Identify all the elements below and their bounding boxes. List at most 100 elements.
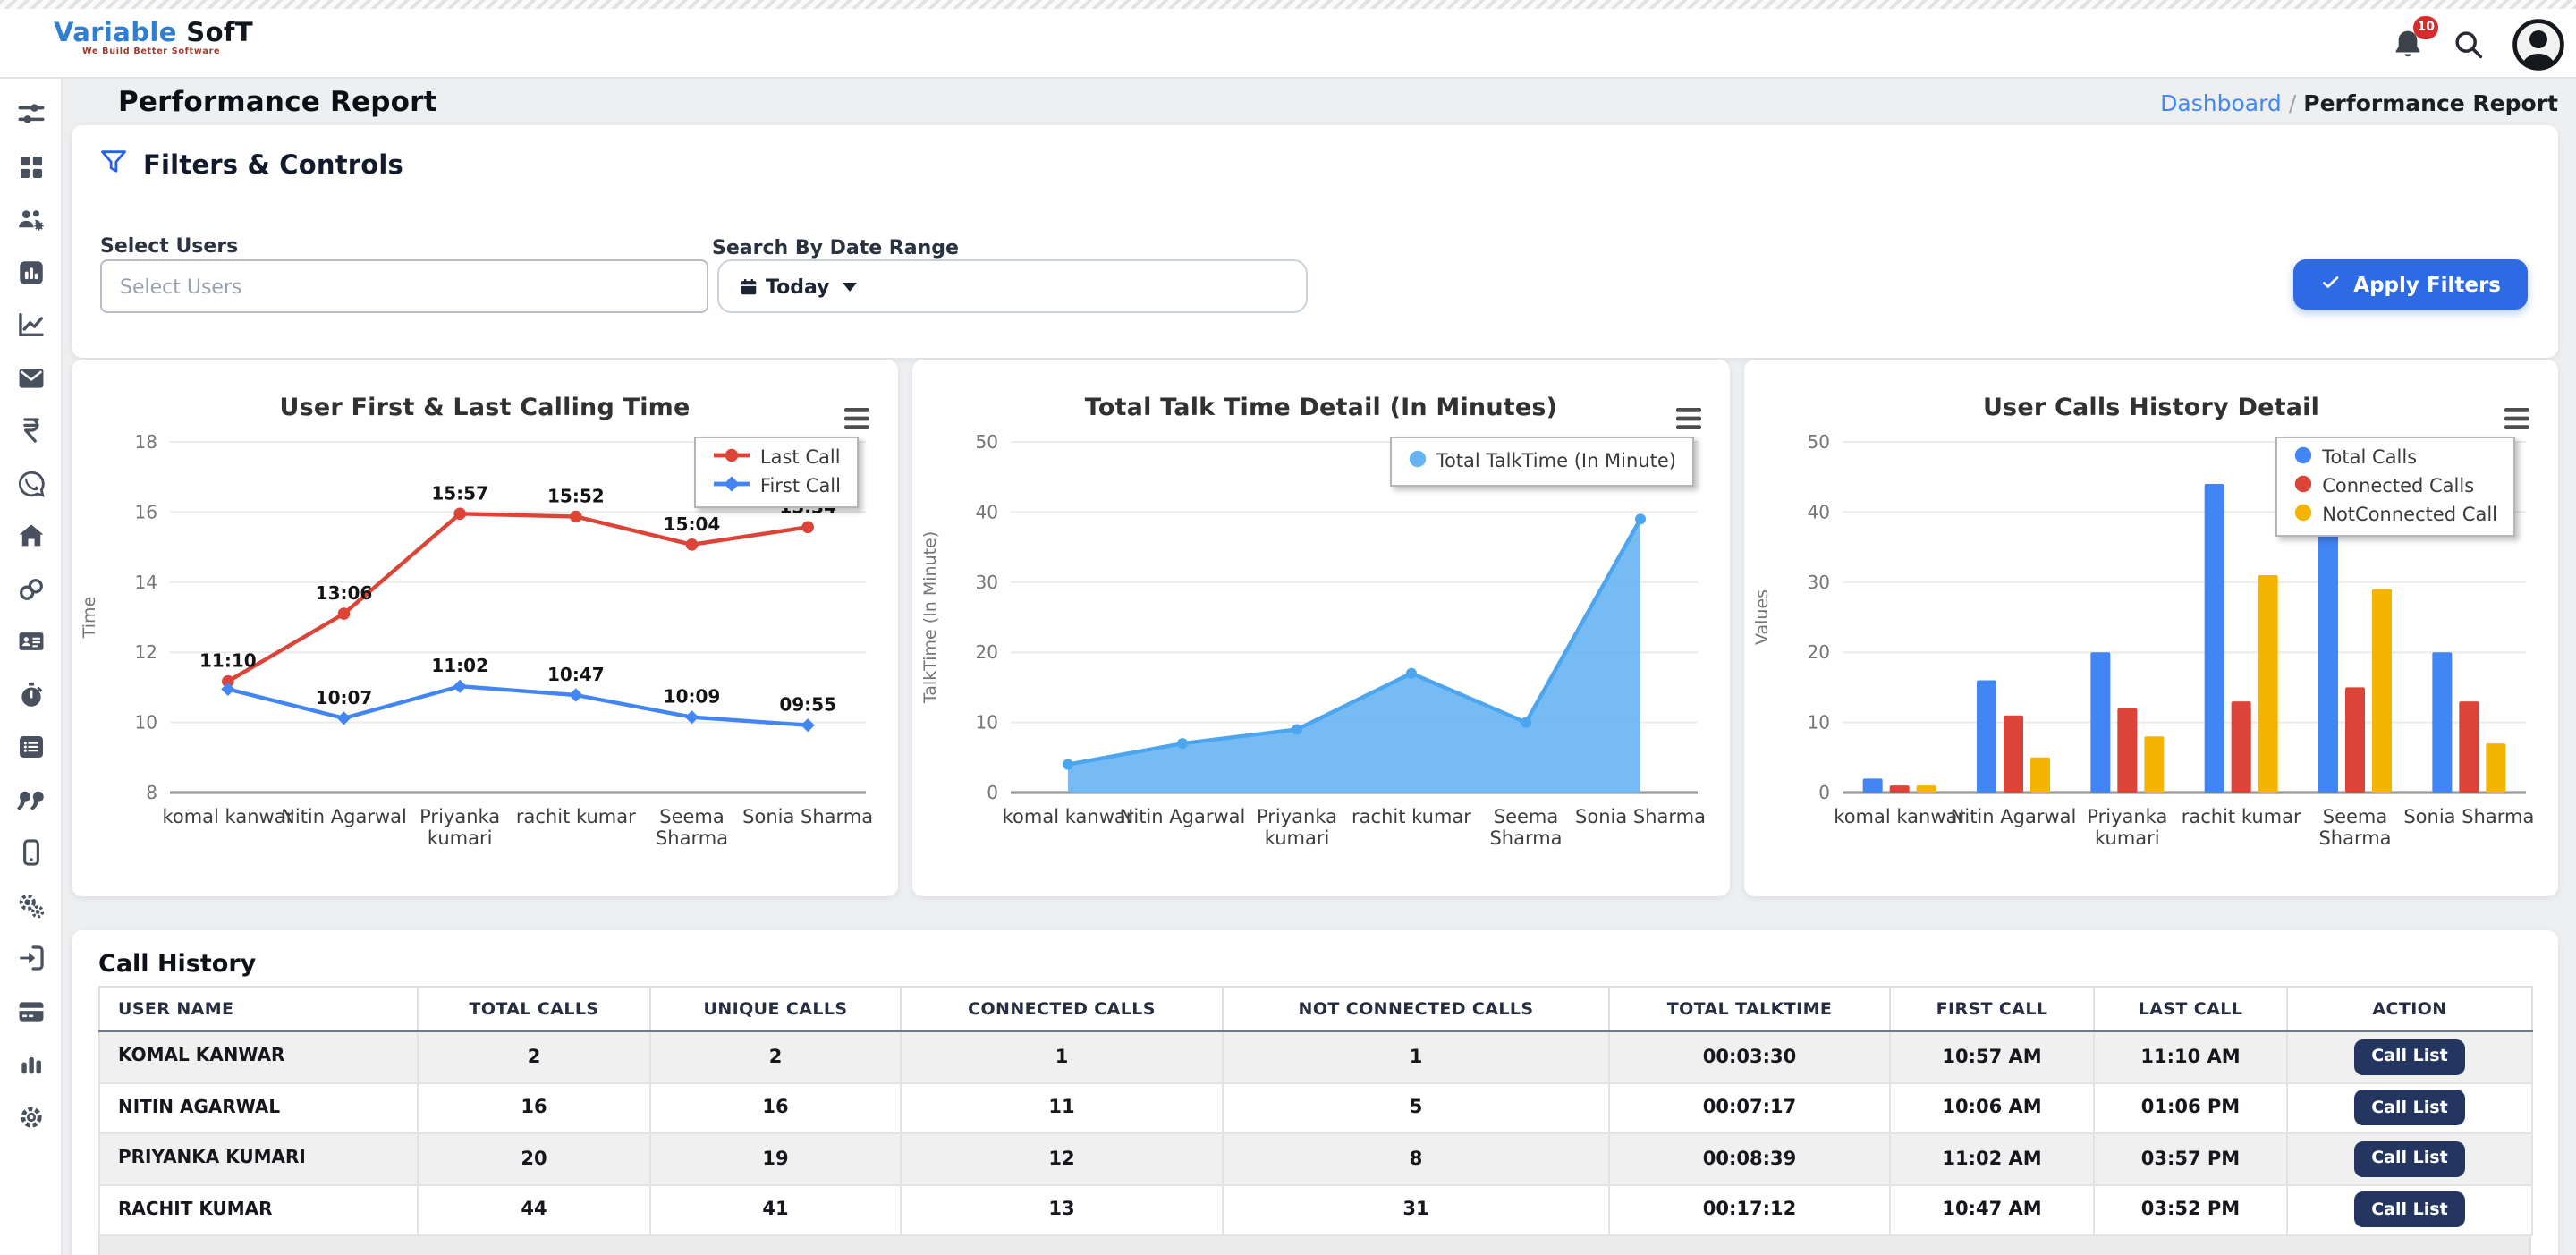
total-talk-time-area-chart: 0 10 20 30 40 50 TalkTime (In Minute) komal kan… [920, 431, 1706, 849]
sidebar-item-grid[interactable] [15, 151, 46, 182]
cell-unique-calls: 16 [649, 1081, 902, 1134]
svg-text:Sonia Sharma: Sonia Sharma [1575, 806, 1706, 827]
legend-item: Last Call [712, 445, 841, 471]
notifications-bell-icon[interactable]: 10 [2390, 15, 2438, 62]
sidebar-item-gears[interactable] [15, 890, 46, 920]
grid-icon [19, 155, 42, 178]
sliders-icon [17, 104, 44, 123]
breadcrumb-separator: / [2288, 89, 2297, 116]
home-icon [18, 524, 43, 547]
sidebar-item-team[interactable] [15, 204, 46, 234]
call-list-button[interactable]: Call List [2353, 1039, 2466, 1075]
svg-text:15:57: 15:57 [431, 482, 488, 504]
sidebar-item-quote[interactable] [15, 784, 46, 815]
svg-text:50: 50 [976, 431, 998, 453]
chart-menu-icon[interactable] [2504, 403, 2529, 429]
sidebar-item-rupee[interactable] [15, 415, 46, 445]
table-row: NITIN AGARWAL 16 16 11 5 00:07:17 10:06 AM 01:0… [98, 1081, 2533, 1134]
legend-marker [2293, 445, 2313, 471]
cell-connected-calls: 13 [900, 1183, 1224, 1236]
cell-connected-calls: 1 [900, 1030, 1224, 1083]
top-navbar: Variable SofT We Build Better Software 1… [0, 9, 2576, 79]
sidebar-item-link[interactable] [15, 573, 46, 604]
date-range-dropdown[interactable]: Today [717, 259, 1308, 313]
cell-action: Call List [2286, 1132, 2533, 1185]
user-avatar[interactable] [2512, 17, 2565, 71]
svg-text:15:04: 15:04 [664, 513, 721, 535]
svg-text:komal kanwar: komal kanwar [162, 806, 293, 827]
sidebar-item-id-card[interactable] [15, 626, 46, 657]
select-users-input[interactable] [100, 259, 708, 313]
call-history-card: Call History USER NAME TOTAL CALLS UNIQUE … [72, 930, 2558, 1255]
sidebar-item-mail[interactable] [15, 362, 46, 393]
legend-marker [712, 445, 751, 471]
call-list-button[interactable]: Call List [2353, 1090, 2466, 1126]
caret-down-icon [842, 282, 857, 291]
legend-item: First Call [712, 474, 841, 499]
cell-user-name: KOMAL KANWAR [98, 1030, 419, 1083]
gears-icon [18, 893, 44, 918]
svg-text:Sonia Sharma: Sonia Sharma [742, 806, 873, 827]
quote-icon [15, 790, 43, 810]
legend-marker [2293, 503, 2313, 528]
breadcrumb: Dashboard / Performance Report [2160, 89, 2558, 116]
cell-connected-calls: 11 [900, 1081, 1224, 1134]
sidebar-item-mobile[interactable] [15, 837, 46, 868]
sidebar-item-home[interactable] [15, 521, 46, 551]
cell-action: Call List [2286, 1030, 2533, 1083]
bar-chart-icon [21, 1056, 40, 1074]
chart-menu-icon[interactable] [844, 403, 869, 429]
search-icon[interactable] [2451, 26, 2487, 62]
svg-text:20: 20 [1808, 641, 1830, 663]
legend-item: NotConnected Call [2293, 503, 2497, 528]
settings-icon [20, 1106, 41, 1127]
sidebar-item-bar-chart[interactable] [15, 1048, 46, 1079]
cell-total-talktime: 00:03:30 [1608, 1030, 1891, 1083]
svg-text:Time: Time [80, 597, 99, 640]
legend-item: Total Calls [2293, 445, 2497, 471]
sidebar-item-list[interactable] [15, 732, 46, 762]
filter-funnel-icon [98, 147, 129, 184]
cell-not-connected-calls: 1 [1222, 1030, 1610, 1083]
breadcrumb-dashboard-link[interactable]: Dashboard [2160, 89, 2282, 116]
sidebar-item-whatsapp[interactable] [15, 468, 46, 498]
app-logo[interactable]: Variable SofT We Build Better Software [54, 21, 253, 59]
svg-text:18: 18 [135, 431, 157, 453]
call-list-button[interactable]: Call List [2353, 1191, 2466, 1228]
column-header-last-call: LAST CALL [2093, 986, 2288, 1032]
table-row: PRIYANKA KUMARI 20 19 12 8 00:08:39 11:02 AM 03… [98, 1132, 2533, 1185]
legend-label: Total TalkTime (In Minute) [1436, 451, 1676, 472]
sidebar-item-sign-in[interactable] [15, 943, 46, 973]
svg-text:Nitin Agarwal: Nitin Agarwal [1120, 806, 1246, 827]
cell-unique-calls: 41 [649, 1183, 902, 1236]
call-list-button[interactable]: Call List [2353, 1141, 2466, 1177]
select-users-label: Select Users [100, 234, 239, 258]
apply-filters-button[interactable]: Apply Filters [2292, 259, 2528, 310]
svg-text:komal kanwar: komal kanwar [1003, 806, 1134, 827]
svg-text:Values: Values [1752, 589, 1772, 645]
sidebar-item-settings[interactable] [15, 1101, 46, 1132]
svg-text:0: 0 [987, 782, 998, 803]
notification-count-badge: 10 [2413, 15, 2438, 38]
rupee-icon [22, 418, 38, 443]
date-range-label: Search By Date Range [712, 236, 959, 259]
svg-text:30: 30 [1808, 572, 1830, 593]
cell-unique-calls: 19 [649, 1132, 902, 1185]
svg-text:12: 12 [135, 641, 157, 663]
sidebar-item-stopwatch[interactable] [15, 679, 46, 709]
cell-not-connected-calls: 31 [1222, 1183, 1610, 1236]
sidebar-item-sliders[interactable] [15, 98, 46, 129]
sidebar-item-credit-card[interactable] [15, 996, 46, 1026]
sidebar-item-line-chart[interactable] [15, 310, 46, 340]
svg-text:10:09: 10:09 [664, 686, 721, 708]
sidebar-item-chart-box[interactable] [15, 257, 46, 287]
cell-not-connected-calls: 5 [1222, 1081, 1610, 1134]
cell-total-calls: 2 [417, 1030, 651, 1083]
chart-menu-icon[interactable] [1676, 403, 1701, 429]
svg-text:40: 40 [976, 501, 998, 522]
column-header-user-name: USER NAME [98, 986, 419, 1032]
svg-text:rachit kumar: rachit kumar [2182, 806, 2301, 827]
filters-card: Filters & Controls Select Users Search B… [72, 125, 2558, 358]
